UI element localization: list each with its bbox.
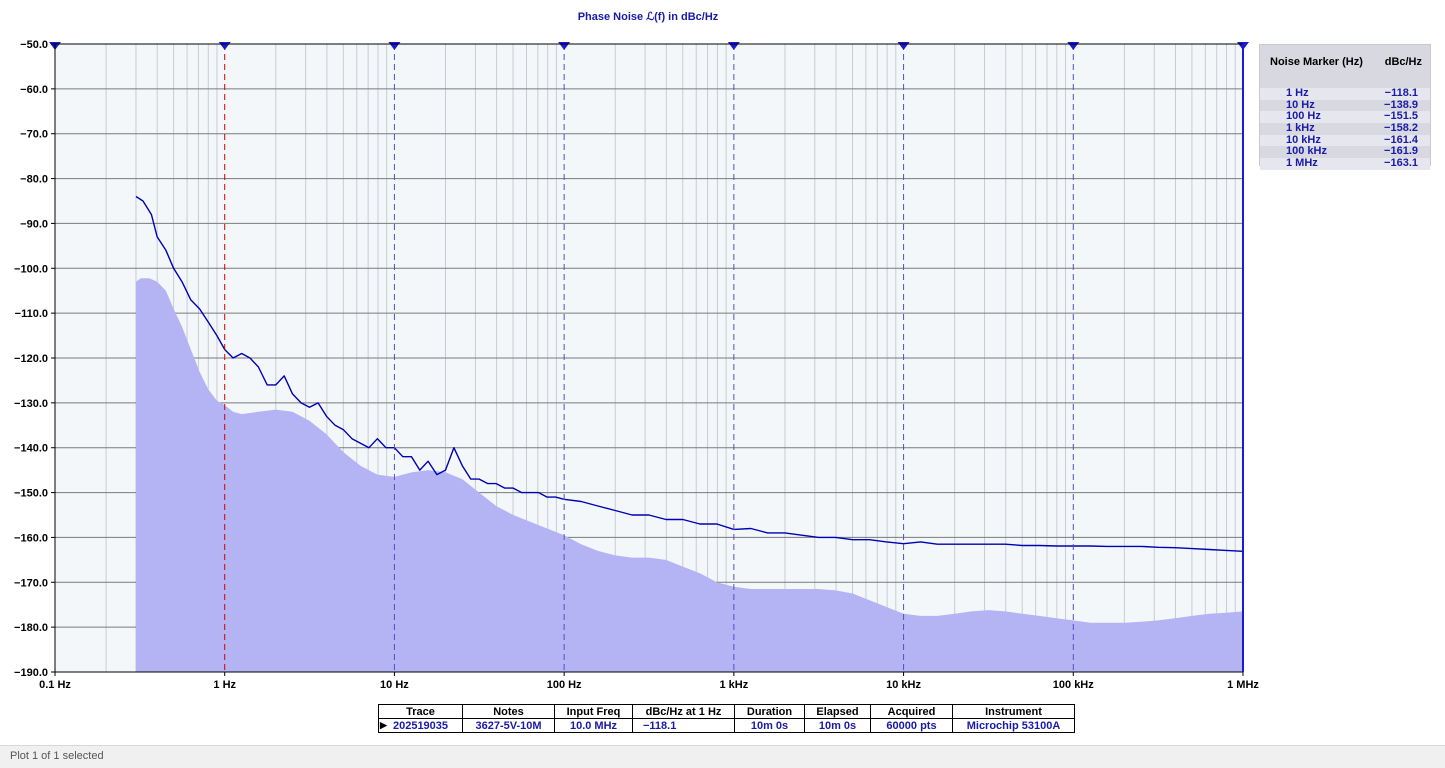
cell-duration[interactable]: 10m 0s	[734, 718, 805, 733]
x-tick-label: 1 kHz	[719, 679, 748, 691]
row-select-arrow-icon: ▶	[380, 720, 387, 730]
header-input-freq: Input Freq	[554, 704, 633, 719]
noise-marker-freq: 10 Hz	[1286, 98, 1315, 111]
header-instrument: Instrument	[952, 704, 1075, 719]
header-trace: Trace	[378, 704, 463, 719]
noise-marker-value: −161.9	[1384, 145, 1418, 158]
phase-noise-trace	[135, 195, 1244, 552]
noise-marker-value: −118.1	[1384, 87, 1418, 99]
y-tick-label: −150.0	[14, 488, 48, 500]
header-notes: Notes	[462, 704, 555, 719]
noise-marker-row: 1 Hz −118.1	[1260, 87, 1430, 100]
noise-marker-freq: 100 kHz	[1286, 145, 1327, 158]
noise-marker-row: 1 MHz −163.1	[1260, 157, 1430, 170]
x-tick-label: 100 Hz	[547, 679, 582, 691]
header-acquired: Acquired	[870, 704, 953, 719]
noise-marker-freq: 100 Hz	[1286, 110, 1321, 123]
cell-elapsed[interactable]: 10m 0s	[804, 718, 871, 733]
cell-notes[interactable]: 3627-5V-10M	[462, 718, 555, 733]
noise-marker-freq: 10 kHz	[1286, 133, 1321, 146]
y-tick-label: −140.0	[14, 443, 48, 455]
noise-marker-header-value: dBc/Hz	[1384, 56, 1422, 68]
phase-noise-plot[interactable]: −50.0 −60.0 −70.0 −80.0 −90.0 −100.0 −110.0 −12…	[0, 0, 1445, 745]
cell-instrument[interactable]: Microchip 53100A	[952, 718, 1075, 733]
noise-marker-freq: 1 Hz	[1286, 87, 1309, 99]
status-text: Plot 1 of 1 selected	[10, 750, 104, 762]
y-tick-label: −100.0	[14, 263, 48, 275]
trace-info-row[interactable]: ▶ 202519035 3627-5V-10M 10.0 MHz −118.1 1…	[378, 718, 1075, 733]
noise-marker-row: 100 Hz −151.5	[1260, 110, 1430, 124]
noise-marker-row: 1 kHz −158.2	[1260, 122, 1430, 135]
header-dbc-at-1hz: dBc/Hz at 1 Hz	[632, 704, 735, 719]
y-tick-label: −90.0	[20, 218, 48, 230]
noise-marker-value: −163.1	[1384, 157, 1418, 170]
axes: −50.0 −60.0 −70.0 −80.0 −90.0 −100.0 −110.0 −12…	[14, 39, 1259, 691]
y-tick-label: −190.0	[14, 667, 48, 679]
cell-trace[interactable]: ▶ 202519035	[378, 718, 463, 733]
noise-marker-header-freq: Noise Marker (Hz)	[1270, 56, 1363, 68]
y-tick-label: −170.0	[14, 577, 48, 589]
header-duration: Duration	[734, 704, 805, 719]
y-tick-label: −120.0	[14, 353, 48, 365]
noise-floor-area-path	[135, 278, 1244, 672]
y-tick-label: −160.0	[14, 532, 48, 544]
noise-marker-row: 10 Hz −138.9	[1260, 98, 1430, 112]
x-tick-label: 100 kHz	[1053, 679, 1094, 691]
noise-marker-panel: Noise Marker (Hz) dBc/Hz 1 Hz −118.1 10 Hz…	[1259, 44, 1431, 170]
noise-marker-row: 100 kHz −161.9	[1260, 146, 1430, 158]
noise-marker-row: 10 kHz −161.4	[1260, 133, 1430, 147]
noise-marker-freq: 1 MHz	[1286, 157, 1318, 170]
noise-marker-value: −151.5	[1384, 110, 1418, 123]
cell-input-freq[interactable]: 10.0 MHz	[554, 718, 633, 733]
noise-marker-value: −158.2	[1384, 122, 1418, 135]
header-elapsed: Elapsed	[804, 704, 871, 719]
x-tick-label: 1 Hz	[213, 679, 236, 691]
noise-marker-freq: 1 kHz	[1286, 122, 1315, 135]
x-tick-label: 1 MHz	[1227, 679, 1259, 691]
y-tick-label: −80.0	[20, 174, 48, 186]
noise-floor-area	[135, 278, 1244, 672]
y-tick-label: −60.0	[20, 84, 48, 96]
x-tick-label: 10 kHz	[886, 679, 921, 691]
y-tick-label: −70.0	[20, 129, 48, 141]
y-tick-label: −110.0	[15, 308, 48, 320]
trace-info-header-row: Trace Notes Input Freq dBc/Hz at 1 Hz Du…	[378, 704, 1075, 719]
cell-dbc-at-1hz[interactable]: −118.1	[632, 718, 735, 733]
x-tick-label: 10 Hz	[380, 679, 409, 691]
noise-marker-value: −161.4	[1384, 133, 1418, 146]
chart-title: Phase Noise ℒ(f) in dBc/Hz	[578, 11, 719, 23]
x-tick-label: 0.1 Hz	[39, 679, 71, 691]
noise-marker-header: Noise Marker (Hz) dBc/Hz	[1260, 45, 1430, 80]
noise-marker-rows: 1 Hz −118.1 10 Hz −138.9 100 Hz −151.5 1 kHz −1…	[1260, 87, 1430, 170]
phase-noise-trace-path	[135, 195, 1244, 552]
y-tick-label: −50.0	[20, 39, 48, 51]
cell-acquired[interactable]: 60000 pts	[870, 718, 953, 733]
y-tick-label: −180.0	[14, 622, 48, 634]
trace-info-table[interactable]: Trace Notes Input Freq dBc/Hz at 1 Hz Du…	[378, 704, 1075, 733]
status-bar: Plot 1 of 1 selected	[0, 745, 1445, 768]
y-tick-label: −130.0	[14, 398, 48, 410]
noise-marker-value: −138.9	[1384, 98, 1418, 111]
cell-trace-value: 202519035	[392, 719, 449, 732]
